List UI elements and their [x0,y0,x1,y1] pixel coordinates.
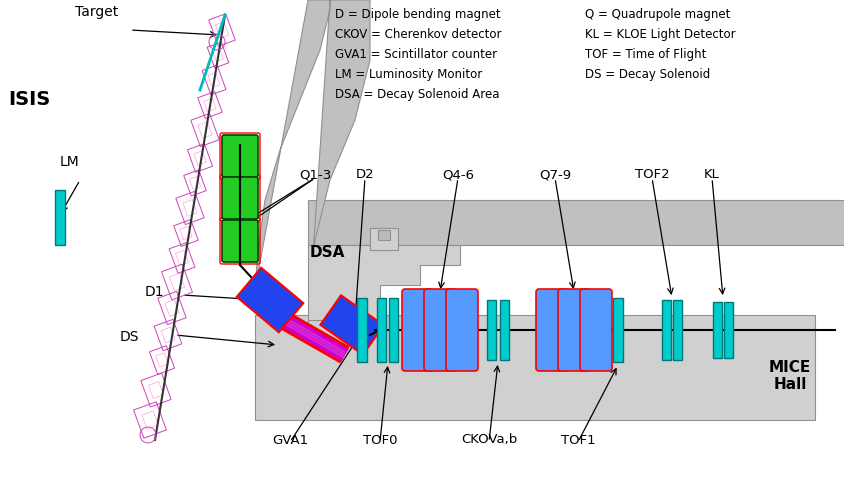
Bar [187,144,213,172]
Bar [356,298,366,362]
Bar [723,302,732,358]
Text: LM: LM [60,155,79,169]
Bar [182,200,197,216]
Bar [208,72,219,88]
Text: TOF0: TOF0 [362,433,397,447]
Bar [388,298,398,362]
FancyBboxPatch shape [402,289,434,371]
Bar [158,291,186,325]
Bar [133,402,166,438]
Bar [169,273,185,291]
Text: LM = Luminosity Monitor: LM = Luminosity Monitor [334,68,482,81]
Text: Q4-6: Q4-6 [441,168,473,182]
Bar [320,295,383,355]
FancyBboxPatch shape [446,289,478,371]
Text: D2: D2 [355,168,374,182]
Text: Q1-3: Q1-3 [299,168,331,182]
Bar [142,411,158,429]
FancyBboxPatch shape [222,135,257,177]
Bar [161,264,192,300]
FancyBboxPatch shape [579,289,611,371]
Bar [500,300,508,360]
Text: TOF = Time of Flight: TOF = Time of Flight [584,48,706,61]
Text: Q7-9: Q7-9 [538,168,571,182]
Bar [661,300,670,360]
Bar [189,177,200,189]
Text: DSA: DSA [310,245,345,260]
Polygon shape [255,0,370,330]
Text: Target: Target [75,5,118,19]
Bar [376,298,386,362]
Text: KL: KL [703,168,719,182]
Bar [174,219,198,246]
Bar [255,315,814,420]
Bar [155,353,168,367]
Bar [202,65,225,95]
Text: DSA = Decay Solenoid Area: DSA = Decay Solenoid Area [334,88,499,101]
Bar [203,98,216,112]
Bar [169,243,195,273]
Bar [149,346,175,374]
Bar [176,191,204,224]
Polygon shape [307,245,459,320]
Bar [236,268,303,332]
Bar [213,49,223,62]
Text: KL = KLOE Light Detector: KL = KLOE Light Detector [584,28,735,41]
Bar [161,327,175,343]
Text: GVA1: GVA1 [272,433,308,447]
Text: DS: DS [120,330,139,344]
Bar [377,230,390,240]
Bar [141,373,171,407]
Bar [180,226,192,240]
Bar [307,200,844,245]
Text: CKOVa,b: CKOVa,b [460,433,517,447]
Text: D = Dipole bending magnet: D = Dipole bending magnet [334,8,500,21]
Bar [208,14,235,46]
Text: Q = Quadrupole magnet: Q = Quadrupole magnet [584,8,729,21]
FancyBboxPatch shape [535,289,567,371]
Bar [672,300,681,360]
Bar [712,302,721,358]
Bar [149,381,164,399]
Bar [197,92,222,119]
Bar [154,319,181,351]
Text: ISIS: ISIS [8,90,50,109]
FancyBboxPatch shape [424,289,456,371]
FancyBboxPatch shape [222,177,257,219]
Text: GVA1 = Scintillator counter: GVA1 = Scintillator counter [334,48,496,61]
FancyBboxPatch shape [557,289,589,371]
Bar [193,151,206,165]
Bar [486,300,495,360]
Bar [207,42,229,68]
Bar [612,298,622,362]
Text: MICE
Hall: MICE Hall [768,360,810,393]
Text: TOF2: TOF2 [634,168,668,182]
Text: CKOV = Cherenkov detector: CKOV = Cherenkov detector [334,28,500,41]
Text: DS = Decay Solenoid: DS = Decay Solenoid [584,68,710,81]
Text: D1: D1 [145,285,165,299]
FancyBboxPatch shape [222,220,257,262]
Bar [165,300,179,316]
Bar [215,22,229,38]
Bar [176,250,188,266]
Bar [370,228,398,250]
Text: TOF1: TOF1 [560,433,595,447]
Bar [183,170,206,196]
Bar [197,122,212,138]
Bar [55,190,65,245]
Bar [191,114,219,147]
